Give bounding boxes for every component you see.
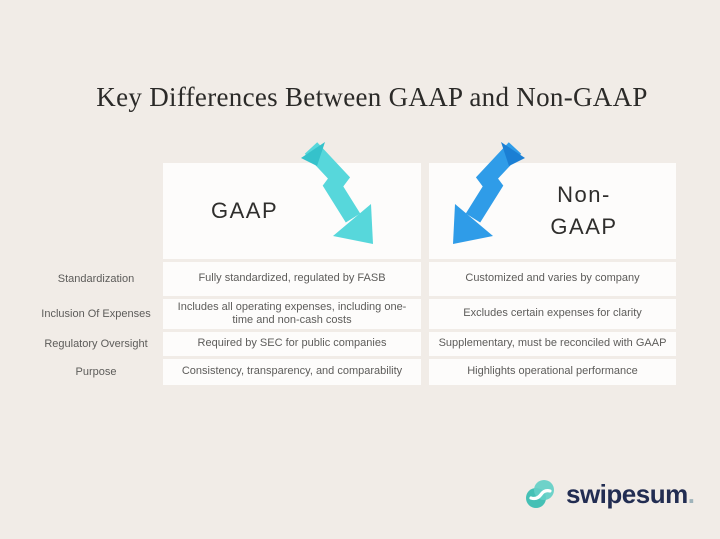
row-label-standardization: Standardization xyxy=(57,273,135,285)
comparison-table: GAAP Non-GAAP Standardization Fully stan… xyxy=(35,163,676,385)
non-gaap-column-label: Non-GAAP xyxy=(550,182,618,239)
gaap-cell-regulatory-oversight: Required by SEC for public companies xyxy=(163,332,421,356)
non-gaap-cell-purpose: Highlights operational performance xyxy=(429,359,676,385)
non-gaap-cell-standardization: Customized and varies by company xyxy=(429,262,676,296)
brand-name: swipesum. xyxy=(566,478,695,509)
row-label-purpose: Purpose xyxy=(75,366,117,378)
swipesum-circles-icon xyxy=(526,480,554,508)
brand-period: . xyxy=(687,478,695,509)
row-label-regulatory-oversight: Regulatory Oversight xyxy=(44,338,148,350)
row-label-inclusion-of-expenses: Inclusion Of Expenses xyxy=(41,308,151,320)
zigzag-arrow-down-left-icon xyxy=(453,142,525,244)
gaap-column-label: GAAP xyxy=(211,198,279,224)
page-title: Key Differences Between GAAP and Non-GAA… xyxy=(96,82,648,112)
non-gaap-cell-regulatory-oversight: Supplementary, must be reconciled with G… xyxy=(429,332,676,356)
gaap-cell-purpose: Consistency, transparency, and comparabi… xyxy=(163,359,421,385)
gaap-header-card: GAAP xyxy=(163,163,421,259)
zigzag-arrow-down-right-icon xyxy=(301,142,373,244)
swipesum-logo: swipesum. xyxy=(523,477,695,511)
gaap-cell-inclusion-of-expenses: Includes all operating expenses, includi… xyxy=(163,299,421,329)
non-gaap-cell-inclusion-of-expenses: Excludes certain expenses for clarity xyxy=(429,299,676,329)
gaap-cell-standardization: Fully standardized, regulated by FASB xyxy=(163,262,421,296)
